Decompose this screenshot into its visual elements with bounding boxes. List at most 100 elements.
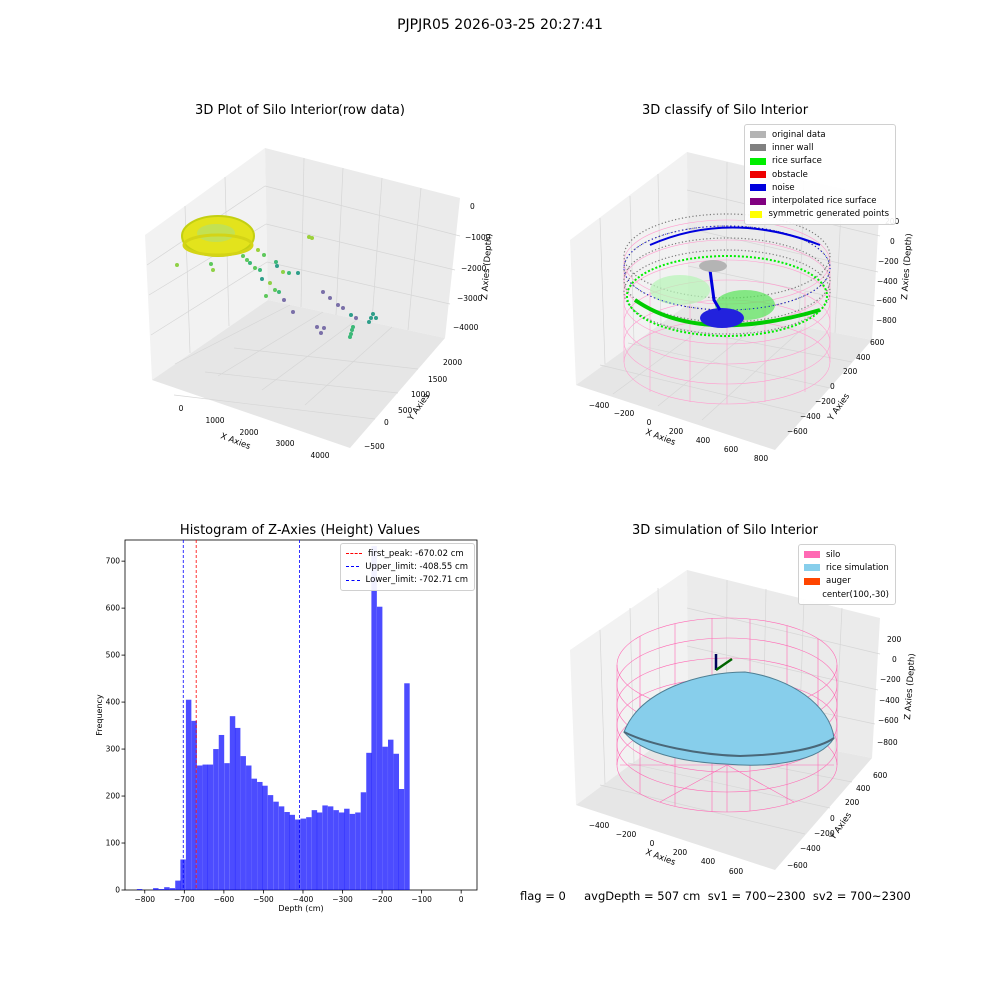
classify-z-tick: 0 — [890, 237, 895, 246]
classify-y-tick: 400 — [856, 353, 871, 362]
histogram-bar — [180, 859, 186, 890]
raw-y-tick: −500 — [364, 442, 385, 451]
histogram-bar — [360, 792, 367, 890]
histogram-bar — [196, 765, 203, 890]
histogram-bar — [158, 889, 165, 890]
classify-y-tick: −400 — [800, 412, 821, 421]
histogram-y-tick-label: 200 — [106, 792, 121, 801]
legend-label: original data — [772, 129, 826, 140]
simulation-z-tick: −200 — [880, 675, 901, 684]
histogram-bar — [393, 753, 400, 890]
legend-line — [346, 553, 362, 555]
histogram-bar — [136, 889, 143, 890]
legend-swatch — [804, 591, 816, 598]
legend-item: Upper_limit: -408.55 cm — [346, 560, 468, 573]
classify-x-tick: 200 — [669, 427, 684, 436]
simulation-rice-edge — [623, 731, 835, 758]
raw-x-tick: 2000 — [239, 428, 258, 437]
legend-swatch — [804, 564, 820, 572]
raw-y-tick: 1000 — [411, 390, 430, 399]
simulation-z-tick: −400 — [879, 696, 900, 705]
legend-label: rice surface — [772, 156, 822, 167]
classify-y-tick: 600 — [870, 338, 885, 347]
raw-z-tick: −2000 — [461, 264, 487, 273]
simulation-y-tick: −400 — [800, 844, 821, 853]
raw-x-tick: 0 — [179, 404, 184, 413]
simulation-panel-title: 3D simulation of Silo Interior — [632, 523, 818, 538]
histogram-x-tick-label: −500 — [253, 895, 274, 904]
raw-y-tick: 500 — [398, 406, 413, 415]
histogram-bar — [289, 814, 295, 890]
raw-x-tick: 3000 — [275, 439, 294, 448]
classify-legend: original data inner wall rice surface ob… — [744, 124, 896, 226]
legend-label: auger — [826, 576, 851, 587]
histogram-bar — [169, 888, 176, 890]
simulation-y-tick: −600 — [787, 861, 808, 870]
classify-z-tick: −800 — [876, 316, 897, 325]
histogram-bar — [229, 716, 236, 890]
raw-3d-plot: 0 1000 2000 3000 4000 −500 0 500 1000 15… — [145, 148, 495, 460]
simulation-y-tick: 400 — [856, 784, 871, 793]
histogram-y-tick-label: 100 — [106, 839, 121, 848]
legend-label: silo — [826, 549, 841, 560]
simulation-rice-surface — [623, 671, 835, 766]
histogram-y-tick-label: 600 — [106, 604, 121, 613]
histogram-bars — [136, 546, 410, 890]
histogram-bar — [240, 756, 246, 890]
simulation-legend: silo rice simulation auger center(100,-3… — [798, 544, 896, 606]
histogram-bar — [191, 720, 197, 890]
legend-item: auger — [804, 575, 889, 588]
histogram-bar — [398, 788, 405, 890]
histogram-bar — [175, 880, 181, 890]
histogram-bar — [224, 763, 230, 890]
histogram-x-tick-label: −300 — [332, 895, 353, 904]
simulation-x-tick: 400 — [701, 857, 716, 866]
classify-y-tick: −200 — [815, 397, 836, 406]
histogram-bar — [355, 812, 361, 890]
simulation-z-tick: −800 — [877, 738, 898, 747]
classify-z-tick: −200 — [878, 257, 899, 266]
classify-3d-plot: −400 −200 0 200 400 600 800 −600 −400 −2… — [570, 152, 915, 463]
histogram-y-ticks: 0 100 200 300 400 500 600 700 — [106, 557, 125, 895]
histogram-bar — [333, 810, 339, 890]
legend-item: noise — [750, 181, 889, 194]
simulation-x-tick: −400 — [589, 821, 610, 830]
histogram-vlines — [182, 540, 300, 890]
histogram-bar — [322, 805, 328, 890]
legend-item: interpolated rice surface — [750, 194, 889, 207]
simulation-x-tick: 200 — [673, 848, 688, 857]
legend-swatch — [750, 210, 763, 218]
simulation-z-tick: 200 — [887, 635, 902, 644]
legend-item: first_peak: -670.02 cm — [346, 547, 468, 560]
simulation-x-tick: −200 — [616, 830, 637, 839]
histogram-y-tick-label: 300 — [106, 745, 121, 754]
legend-swatch — [750, 131, 766, 139]
classify-x-tick: 0 — [647, 418, 652, 427]
legend-label: symmetric generated points — [768, 209, 889, 220]
histogram-title: Histogram of Z-Axies (Height) Values — [179, 523, 421, 538]
figure-title: PJPJR05 2026-03-25 20:27:41 — [397, 17, 603, 33]
histogram-y-tick-label: 400 — [106, 698, 121, 707]
raw-x-tick: 4000 — [310, 451, 329, 460]
raw-x-tick: 1000 — [205, 416, 224, 425]
raw-z-axis-label: Z Axies (Depth) — [480, 233, 495, 300]
classify-y-tick: 200 — [843, 367, 858, 376]
classify-x-tick: −200 — [614, 409, 635, 418]
histogram-x-ticks: −800 −700 −600 −500 −400 −300 −200 −100 0 — [134, 890, 464, 904]
histogram-bar — [234, 727, 241, 890]
histogram-x-tick-label: −600 — [214, 895, 235, 904]
simulation-3d-plot: −400 −200 0 200 400 600 −600 −400 −200 0… — [570, 570, 918, 876]
classify-z-tick: −600 — [876, 296, 897, 305]
legend-label: interpolated rice surface — [772, 196, 877, 207]
raw-floor-pane — [152, 300, 445, 448]
simulation-y-tick: 600 — [873, 771, 888, 780]
simulation-x-tick: 600 — [729, 867, 744, 876]
legend-label: rice simulation — [826, 562, 889, 573]
classify-original-cluster — [699, 260, 727, 272]
histogram-bar — [344, 808, 350, 890]
raw-y-tick: 2000 — [443, 358, 462, 367]
histogram-bar — [278, 806, 285, 890]
histogram-x-tick-label: 0 — [459, 895, 464, 904]
histogram-bar — [388, 739, 394, 890]
legend-swatch — [750, 157, 766, 165]
